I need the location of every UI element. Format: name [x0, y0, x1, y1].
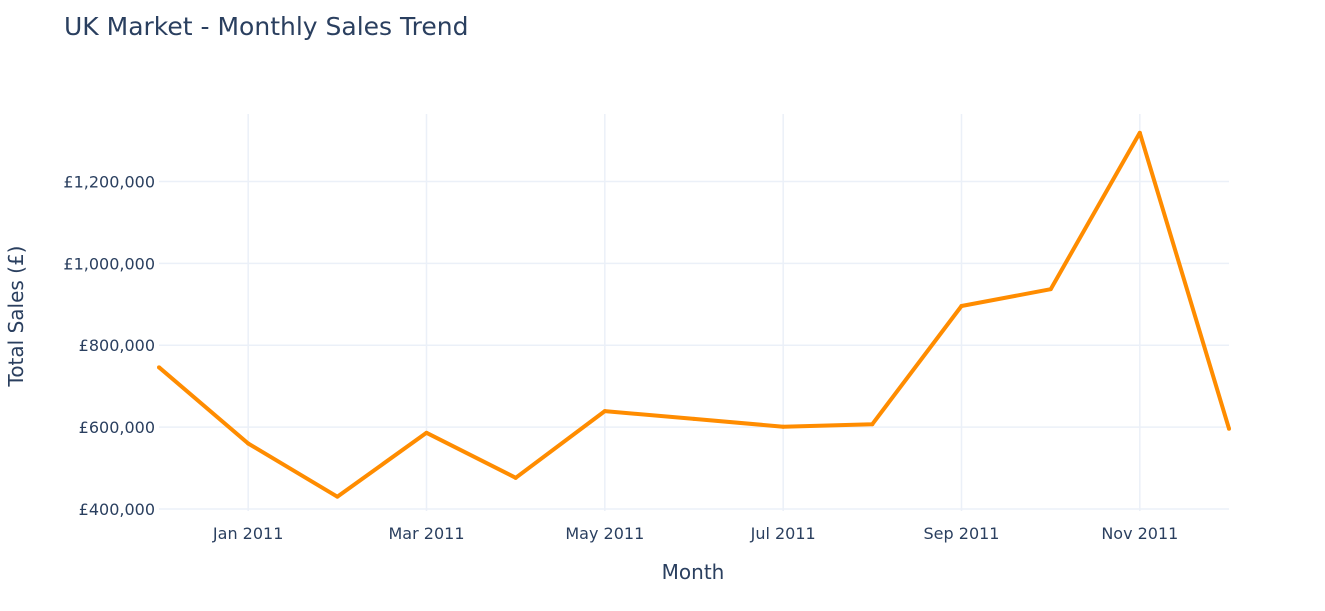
data-point[interactable] — [424, 430, 429, 435]
data-point[interactable] — [157, 365, 161, 370]
data-point[interactable] — [1048, 287, 1053, 292]
y-tick-label: £1,200,000 — [63, 173, 155, 192]
data-point[interactable] — [870, 422, 875, 427]
chart-title: UK Market - Monthly Sales Trend — [64, 12, 469, 41]
y-tick-label: £400,000 — [79, 500, 155, 519]
y-tick-label: £1,000,000 — [63, 254, 155, 273]
y-tick-label: £600,000 — [79, 418, 155, 437]
x-tick-label: Jul 2011 — [750, 524, 816, 543]
data-point[interactable] — [1227, 426, 1231, 431]
data-point[interactable] — [513, 475, 518, 480]
series-line — [157, 130, 1231, 499]
y-axis-title: Total Sales (£) — [4, 246, 28, 388]
x-tick-labels: Jan 2011 Mar 2011 May 2011 Jul 2011 Sep 2011… — [212, 524, 1178, 543]
x-tick-label: Jan 2011 — [212, 524, 283, 543]
x-tick-label: May 2011 — [565, 524, 644, 543]
data-point[interactable] — [692, 416, 696, 421]
data-point[interactable] — [246, 441, 251, 446]
x-tick-label: Sep 2011 — [924, 524, 1000, 543]
y-tick-label: £800,000 — [79, 336, 155, 355]
data-point[interactable] — [959, 303, 964, 308]
grid-layer — [159, 114, 1229, 511]
data-point[interactable] — [335, 494, 340, 499]
data-point[interactable] — [1137, 130, 1142, 135]
y-tick-labels: £400,000 £600,000 £800,000 £1,000,000 £1,200… — [63, 173, 155, 519]
x-tick-label: Mar 2011 — [389, 524, 465, 543]
data-point[interactable] — [602, 409, 607, 414]
x-axis-title: Month — [662, 560, 725, 584]
x-tick-label: Nov 2011 — [1101, 524, 1178, 543]
series-layer — [157, 130, 1231, 499]
data-point[interactable] — [781, 424, 786, 429]
